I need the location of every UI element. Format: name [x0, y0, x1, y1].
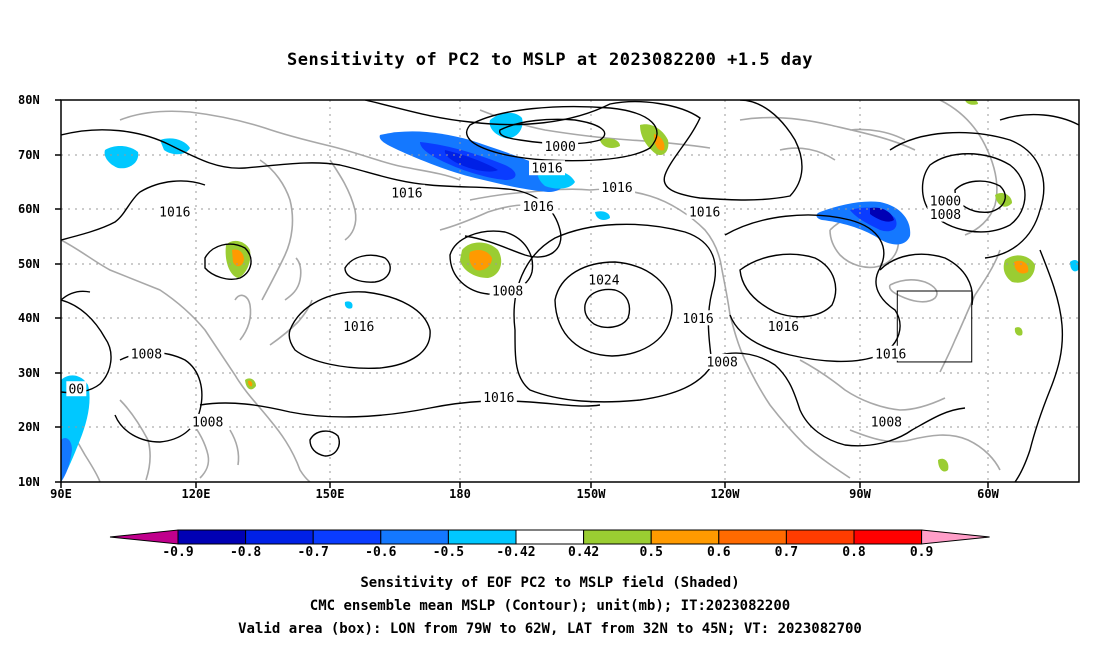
contour-label: 1016: [159, 205, 190, 220]
lon-label-90e: 90E: [50, 487, 72, 501]
colorbar-tick-label: -0.6: [365, 545, 397, 560]
contour-label: 1008: [192, 415, 223, 430]
colorbar-cell: [583, 529, 652, 545]
contour-label: 1008: [492, 285, 523, 300]
footer-shading-note: Sensitivity of EOF PC2 to MSLP field (Sh…: [360, 575, 740, 591]
colorbar-cell: [718, 529, 787, 545]
mslp-contours: [61, 100, 1079, 482]
colorbar-tick-label: 0.5: [639, 545, 663, 560]
lon-label-120e: 120E: [181, 487, 211, 501]
contour-label-bg: [189, 413, 226, 429]
coastlines: [61, 100, 1001, 482]
contour-label-bg: [489, 283, 526, 298]
lat-label-10n: 10N: [18, 475, 40, 489]
contour-label-bg: [542, 138, 579, 154]
colorbar-cell: [785, 529, 855, 545]
colorbar-cell: [650, 529, 720, 545]
colorbar-cell: [177, 529, 247, 545]
colorbar-tick-label: -0.8: [229, 545, 262, 560]
negative-sensitivity-shading: [61, 112, 1079, 482]
contour-label: 1000: [544, 140, 575, 155]
colorbar-cell: [853, 529, 923, 545]
contour-label: 1016: [531, 162, 562, 177]
colorbar-tick-label: 0.8: [842, 545, 866, 560]
contour-label: 1016: [523, 200, 554, 215]
lat-label-50n: 50N: [18, 257, 40, 271]
colorbar-tick-label: 0.9: [909, 545, 934, 560]
lon-label-120w: 120W: [710, 487, 740, 501]
contour-label: 1008: [706, 355, 737, 370]
lon-label-150e: 150E: [315, 487, 345, 501]
colorbar-cell: [312, 529, 382, 545]
contour-label-bg: [156, 203, 193, 219]
contour-label: 1016: [601, 181, 632, 196]
contour-label-bg: [868, 413, 905, 429]
contour-label: 1000: [930, 194, 961, 209]
colorbar-tick-label: -0.42: [496, 545, 536, 560]
contour-label: 1016: [343, 320, 374, 335]
lat-label-70n: 70N: [18, 148, 40, 162]
lat-label-60n: 60N: [18, 202, 40, 216]
contour-label: 1016: [768, 320, 799, 335]
colorbar-cell: [447, 529, 517, 545]
footer-contour-note: CMC ensemble mean MSLP (Contour); unit(m…: [309, 598, 791, 614]
contour-label: 1024: [588, 274, 619, 289]
contour-label: 1016: [689, 205, 720, 220]
footer-valid-area-note: Valid area (box): LON from 79W to 62W, L…: [238, 621, 862, 637]
map-frame: [60, 99, 1080, 483]
contour-label-bg: [388, 184, 425, 200]
contour-label: 1008: [131, 347, 162, 362]
contour-label-bg: [66, 381, 87, 397]
contour-label-bg: [585, 272, 622, 288]
contour-label-bg: [128, 345, 165, 361]
colorbar-tick-label: -0.9: [162, 545, 194, 560]
colorbar-cell: [515, 529, 585, 545]
lat-label-80n: 80N: [18, 93, 40, 107]
colorbar-cell: [245, 529, 314, 545]
lat-label-20n: 20N: [18, 420, 40, 434]
contour-label-bg: [765, 318, 802, 334]
positive-sensitivity-shading: [225, 100, 1035, 472]
contour-label-bg: [529, 160, 566, 176]
colorbar-cell: [380, 529, 449, 545]
colorbar-tick-label: 0.42: [567, 545, 600, 560]
contour-label-bg: [704, 353, 741, 369]
colorbar-tick-label: -0.5: [432, 545, 465, 560]
colorbar-tick-label: 0.7: [774, 545, 799, 560]
contour-label-bg: [927, 206, 964, 222]
colorbar-over-triangle: [921, 529, 990, 545]
contour-label: 1008: [871, 415, 902, 430]
lon-label-90w: 90W: [849, 487, 871, 501]
lon-label-150w: 150W: [576, 487, 606, 501]
colorbar-under-triangle: [109, 529, 179, 545]
contour-label-bg: [599, 179, 636, 195]
contour-label: 1016: [391, 186, 422, 201]
contour-label-bg: [872, 345, 909, 361]
contour-label-bg: [480, 389, 517, 405]
colorbar-tick-label: -0.7: [297, 545, 329, 560]
contour-label-bg: [680, 310, 717, 326]
valid-area-box: [896, 290, 973, 363]
lon-label-60w: 60W: [977, 487, 999, 501]
contour-label-bg: [340, 318, 377, 334]
contour-label-bg: [686, 203, 723, 219]
map-title: Sensitivity of PC2 to MSLP at 2023082200…: [286, 50, 813, 70]
lat-label-40n: 40N: [18, 311, 40, 325]
contour-label: 1016: [682, 312, 713, 327]
graticule: [61, 100, 1079, 482]
contour-label: 1016: [875, 347, 906, 362]
lon-label-180: 180: [449, 487, 471, 501]
contour-label-bg: [520, 198, 557, 214]
tick-marks: [55, 99, 989, 488]
contour-label: 1008: [930, 208, 961, 223]
colorbar-tick-label: 0.6: [707, 545, 731, 560]
contour-label: 00: [68, 383, 84, 398]
lat-label-30n: 30N: [18, 366, 40, 380]
contour-label: 1016: [483, 391, 514, 406]
contour-label-bg: [927, 192, 964, 208]
